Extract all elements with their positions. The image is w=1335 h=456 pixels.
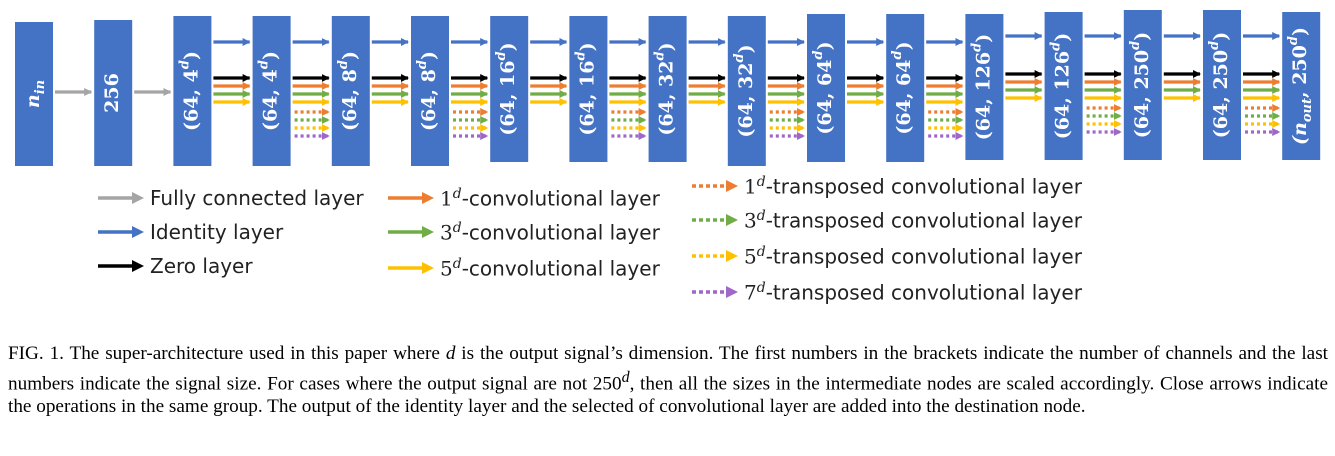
legend-label: 3d-convolutional layer xyxy=(440,220,660,245)
legend-label: 3d-transposed convolutional layer xyxy=(744,208,1082,233)
node-label: (64, 8d​) xyxy=(335,51,361,131)
legend-tconv3: 3d-transposed convolutional layer xyxy=(692,208,1082,233)
node-label: (64, 16d​) xyxy=(494,42,520,135)
legend-identity: Identity layer xyxy=(98,220,283,244)
node-box xyxy=(965,14,1004,160)
architecture-diagram: nin​ 256 (64, 4d​) (64, 4d​) (64, 8d​) (64, 8… xyxy=(15,10,1321,166)
orange-arrow-icon xyxy=(388,192,434,205)
legend-label: 5d-transposed convolutional layer xyxy=(744,244,1082,269)
node-box xyxy=(1123,10,1162,160)
node-box xyxy=(886,14,925,162)
node-16: (nout​, 250d​) xyxy=(1282,12,1321,160)
node-10: (64, 64d​) xyxy=(807,14,845,162)
node-box xyxy=(1203,10,1241,160)
node-13: (64, 126d​) xyxy=(1044,12,1083,160)
node-label: (64, 32d​) xyxy=(731,44,757,137)
legend-tconv7: 7d-transposed convolutional layer xyxy=(692,280,1082,305)
figure-caption: FIG. 1. The super-architecture used in t… xyxy=(8,343,1328,418)
node-box xyxy=(15,22,53,166)
purple-dotted-arrow-icon xyxy=(692,286,738,299)
legend-label: Identity layer xyxy=(150,220,284,244)
node-box xyxy=(173,16,212,166)
node-box xyxy=(1044,12,1083,160)
node-label: (64, 64d​) xyxy=(890,41,916,134)
node-8: (64, 32d​) xyxy=(648,16,687,162)
legend-conv1: 1d-convolutional layer xyxy=(388,186,660,211)
node-14: (64, 250d​) xyxy=(1123,10,1162,160)
node-12: (64, 126d​) xyxy=(965,14,1004,160)
node-box xyxy=(1282,12,1321,160)
node-15: (64, 250d​) xyxy=(1203,10,1241,160)
node-9: (64, 32d​) xyxy=(727,16,766,166)
node-3: (64, 4d​) xyxy=(252,16,291,166)
node-label: (nout​, 250d​) xyxy=(1286,27,1315,145)
node-2: (64, 4d​) xyxy=(173,16,212,166)
node-label: (64, 250d​) xyxy=(1207,32,1233,138)
node-6: (64, 16d​) xyxy=(490,16,529,162)
orange-dotted-arrow-icon xyxy=(692,180,738,193)
node-box xyxy=(807,14,845,162)
node-label: (64, 32d​) xyxy=(652,42,678,135)
node-11: (64, 64d​) xyxy=(886,14,925,162)
node-box xyxy=(331,16,370,166)
green-dotted-arrow-icon xyxy=(692,214,738,227)
legend-conv3: 3d-convolutional layer xyxy=(388,220,660,245)
node-box xyxy=(648,16,687,162)
legend-label: Fully connected layer xyxy=(150,186,364,210)
node-box xyxy=(252,16,291,166)
legend-tconv1: 1d-transposed convolutional layer xyxy=(692,174,1082,199)
legend-label: 7d-transposed convolutional layer xyxy=(744,280,1082,305)
black-arrow-icon xyxy=(98,260,144,272)
node-label: 256 xyxy=(101,73,123,113)
node-label: nin​ xyxy=(22,80,48,108)
node-label: (64, 126d​) xyxy=(1048,33,1074,139)
legend-conv5: 5d-convolutional layer xyxy=(388,256,660,281)
node-5: (64, 8d​) xyxy=(411,16,449,166)
legend-label: 1d-transposed convolutional layer xyxy=(744,174,1082,199)
edge-layer xyxy=(55,32,1281,140)
legend-tconv5: 5d-transposed convolutional layer xyxy=(692,244,1082,269)
node-label: (64, 16d​) xyxy=(573,42,599,135)
green-arrow-icon xyxy=(388,226,434,239)
legend-label: 5d-convolutional layer xyxy=(440,256,660,281)
node-box xyxy=(411,16,449,166)
legend-label: Zero layer xyxy=(150,254,253,278)
node-label: (64, 4d​) xyxy=(256,51,282,131)
node-label: (64, 126d​) xyxy=(969,34,995,140)
node-box xyxy=(490,16,529,162)
node-0: nin​ xyxy=(15,22,53,166)
node-box xyxy=(727,16,766,166)
blue-arrow-icon xyxy=(98,226,144,238)
node-label: (64, 64d​) xyxy=(811,41,837,134)
node-label: (64, 4d​) xyxy=(177,51,203,131)
yellow-arrow-icon xyxy=(388,262,434,275)
node-box xyxy=(569,16,608,162)
legend-zero: Zero layer xyxy=(98,254,253,278)
legend-label: 1d-convolutional layer xyxy=(440,186,660,211)
node-1: 256 xyxy=(94,20,133,166)
node-4: (64, 8d​) xyxy=(331,16,370,166)
legend-fully-connected: Fully connected layer xyxy=(98,186,364,210)
node-label: (64, 250d​) xyxy=(1127,32,1153,138)
node-layer: nin​ 256 (64, 4d​) (64, 4d​) (64, 8d​) (64, 8… xyxy=(15,10,1321,166)
yellow-dotted-arrow-icon xyxy=(692,250,738,263)
node-7: (64, 16d​) xyxy=(569,16,608,162)
node-box xyxy=(94,20,133,166)
node-label: (64, 8d​) xyxy=(415,51,441,131)
gray-arrow-icon xyxy=(98,192,144,204)
